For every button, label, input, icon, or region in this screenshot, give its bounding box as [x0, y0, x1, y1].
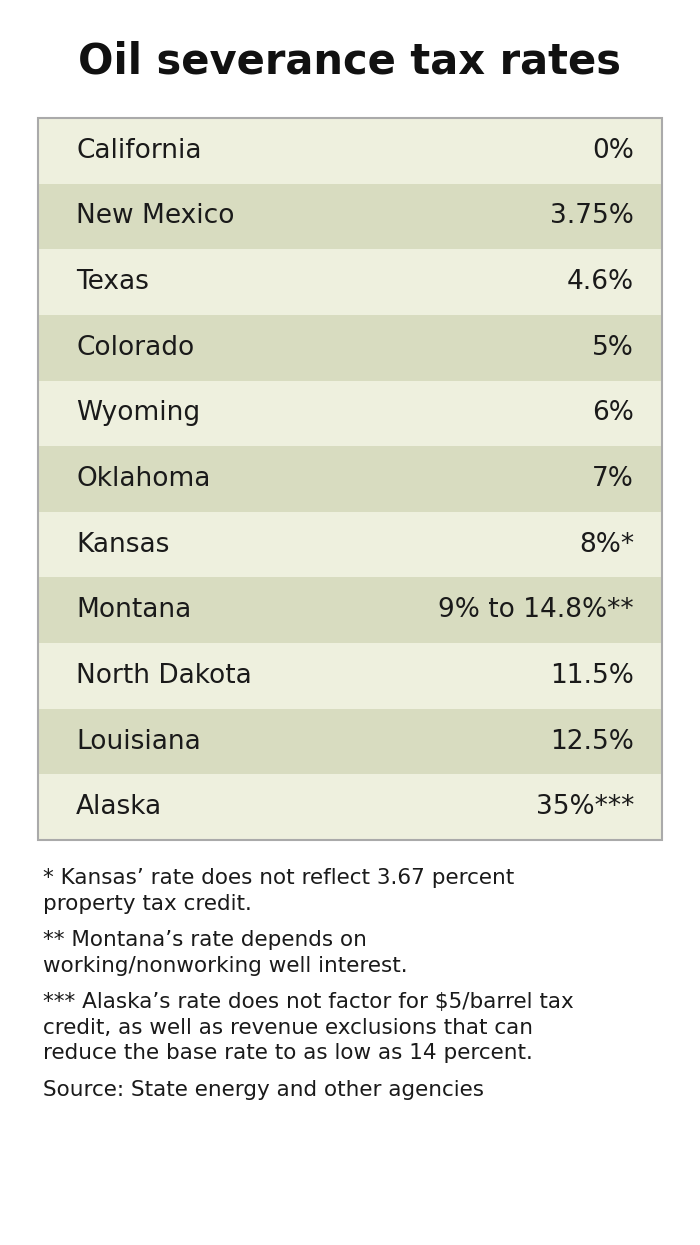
Bar [38, 381, 662, 446]
Text: Oklahoma: Oklahoma [76, 466, 211, 492]
Bar [38, 446, 662, 512]
Text: Colorado: Colorado [76, 335, 195, 361]
Text: 8%*: 8%* [579, 532, 634, 558]
Bar [38, 708, 662, 774]
Bar [38, 644, 662, 708]
Bar [38, 512, 662, 578]
Text: 35%***: 35%*** [536, 794, 634, 820]
Text: California: California [76, 138, 202, 164]
Bar [38, 315, 662, 381]
Text: 6%: 6% [592, 401, 634, 426]
Text: Texas: Texas [76, 269, 149, 295]
Bar [38, 249, 662, 315]
Text: ** Montana’s rate depends on
working/nonworking well interest.: ** Montana’s rate depends on working/non… [43, 930, 407, 976]
Bar [38, 183, 662, 249]
Text: Oil severance tax rates: Oil severance tax rates [78, 41, 622, 83]
Text: 9% to 14.8%**: 9% to 14.8%** [438, 598, 634, 624]
Text: 5%: 5% [592, 335, 634, 361]
Text: Montana: Montana [76, 598, 191, 624]
Bar [38, 118, 662, 183]
Text: Alaska: Alaska [76, 794, 162, 820]
Text: 7%: 7% [592, 466, 634, 492]
Bar [38, 578, 662, 644]
Text: 12.5%: 12.5% [550, 728, 634, 754]
Text: North Dakota: North Dakota [76, 662, 252, 688]
Text: 11.5%: 11.5% [550, 662, 634, 688]
Text: 4.6%: 4.6% [567, 269, 634, 295]
Text: Louisiana: Louisiana [76, 728, 201, 754]
Text: Source: State energy and other agencies: Source: State energy and other agencies [43, 1079, 484, 1101]
Bar [38, 118, 662, 840]
Text: Wyoming: Wyoming [76, 401, 200, 426]
Text: 3.75%: 3.75% [550, 203, 634, 229]
Text: 0%: 0% [592, 138, 634, 164]
Bar [38, 774, 662, 840]
Text: New Mexico: New Mexico [76, 203, 234, 229]
Text: *** Alaska’s rate does not factor for $5/barrel tax
credit, as well as revenue e: *** Alaska’s rate does not factor for $5… [43, 992, 574, 1063]
Text: Kansas: Kansas [76, 532, 169, 558]
Text: * Kansas’ rate does not reflect 3.67 percent
property tax credit.: * Kansas’ rate does not reflect 3.67 per… [43, 868, 514, 914]
